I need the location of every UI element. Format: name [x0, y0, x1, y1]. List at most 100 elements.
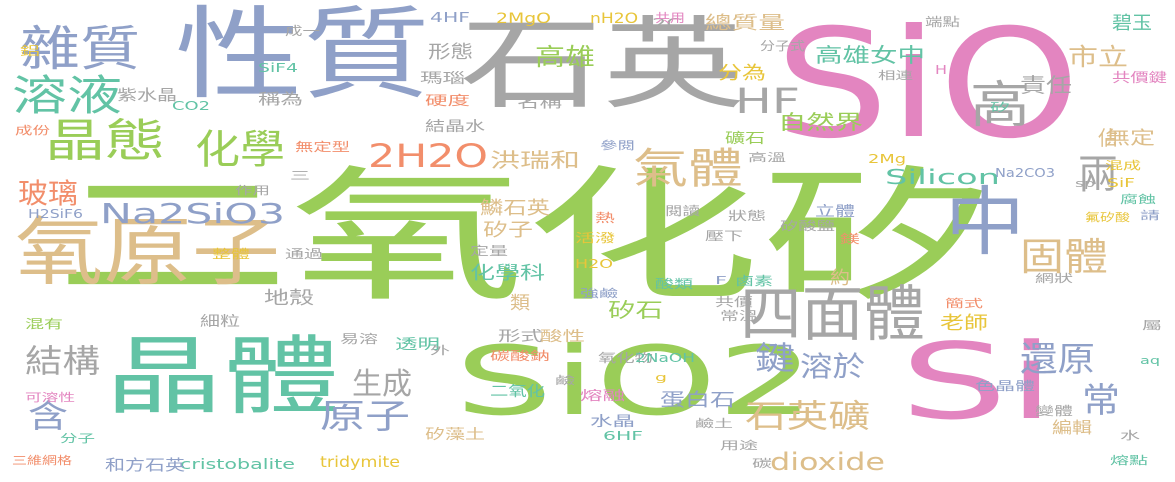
word-77: 熔融 — [580, 389, 626, 404]
word-114: 鹵素 — [735, 274, 773, 288]
word-27: 還原 — [1020, 340, 1096, 380]
word-41: 分為 — [718, 63, 766, 84]
word-40: 佔 — [1098, 126, 1118, 150]
word-112: 強鹼 — [580, 287, 618, 300]
word-136: 參閱 — [600, 139, 636, 152]
word-67: 細粒 — [200, 314, 241, 330]
word-52: 碧玉 — [1112, 13, 1152, 34]
word-134: g — [655, 371, 667, 384]
word-6: 晶體 — [105, 328, 340, 427]
word-57: 和方石英 — [105, 456, 186, 474]
word-83: nH2O — [590, 11, 639, 27]
word-80: SiF4 — [258, 61, 299, 75]
word-127: 水 — [1120, 429, 1140, 442]
word-17: 氣體 — [633, 144, 743, 193]
word-95: 混成 — [1105, 159, 1141, 172]
word-88: 分子式 — [760, 39, 805, 53]
word-129: 易溶 — [340, 332, 378, 346]
word-60: 編輯 — [1052, 418, 1092, 437]
word-31: 含 — [28, 397, 68, 435]
word-66: 地殼 — [264, 288, 315, 309]
word-75: 6HF — [603, 429, 644, 443]
word-118: 簡式 — [945, 297, 983, 310]
word-65: 結晶水 — [425, 119, 486, 135]
word-96: 腐蝕 — [1120, 193, 1156, 206]
word-144: 矽 — [990, 101, 1010, 114]
word-135: 混有 — [25, 317, 63, 331]
word-50: 矽子 — [483, 220, 534, 241]
word-103: 狀態 — [728, 209, 766, 223]
word-64: 名稱 — [517, 93, 562, 111]
word-122: 可溶性 — [25, 391, 75, 404]
word-69: 形式 — [498, 329, 543, 345]
word-133: 鹼 — [555, 374, 575, 387]
word-2: SiO — [775, 0, 1080, 172]
word-79: 無定型 — [295, 140, 350, 154]
word-87: 共用 — [655, 11, 685, 25]
word-70: 酸性 — [540, 329, 585, 345]
word-47: 類 — [510, 293, 530, 314]
word-138: 鋁 — [20, 44, 40, 58]
word-38: Silicon — [885, 165, 1001, 189]
word-107: 熱 — [595, 211, 615, 225]
word-22: Na2SiO3 — [100, 197, 286, 230]
word-139: 作用 — [235, 184, 271, 197]
word-76: 二氧化 — [490, 384, 546, 400]
word-68: 透明 — [395, 337, 440, 353]
word-141: 鹼土 — [695, 417, 733, 430]
word-73: 2NaOH — [635, 351, 696, 365]
word-142: 礦石 — [725, 131, 766, 147]
word-78: 硬度 — [425, 94, 471, 109]
word-36: 責任 — [1020, 73, 1072, 97]
word-84: 2C — [652, 17, 682, 32]
word-24: 生成 — [352, 367, 412, 402]
word-131: 屬 — [1142, 319, 1162, 332]
word-102: 矽酸鹽 — [780, 219, 835, 233]
word-115: 網狀 — [1035, 272, 1073, 285]
word-91: H — [935, 63, 948, 77]
word-7: SiO2 — [455, 327, 815, 437]
word-48: 矽石 — [608, 298, 663, 322]
word-97: sp — [1075, 177, 1095, 190]
word-4: 石英 — [460, 6, 745, 123]
word-128: 熔點 — [1110, 454, 1148, 467]
word-123: 分子 — [60, 432, 96, 445]
word-20: 固體 — [1020, 235, 1109, 279]
word-56: tridymite — [320, 453, 401, 471]
word-34: 高雄女中 — [815, 43, 925, 67]
word-137: 成份 — [15, 124, 51, 137]
word-82: 2MgO — [496, 11, 552, 27]
word-94: SiF — [1107, 176, 1136, 190]
word-104: 壓下 — [705, 229, 743, 243]
word-25: 鍵 — [755, 339, 795, 377]
word-126: 碳 — [752, 457, 772, 470]
word-58: 矽藻土 — [425, 427, 486, 443]
word-81: CO2 — [172, 99, 210, 113]
word-90: 相連 — [878, 69, 914, 82]
word-32: dioxide — [770, 448, 885, 476]
word-46: 化學科 — [470, 263, 546, 284]
word-59: 蛋白石 — [660, 390, 736, 411]
word-11: 雜質 — [20, 21, 141, 77]
word-63: 瑪瑙 — [420, 71, 465, 87]
word-39: 洪瑞和 — [490, 148, 580, 172]
word-106: 活潑 — [575, 231, 616, 245]
word-113: F — [715, 274, 727, 287]
word-10: 四面體 — [740, 280, 926, 350]
word-53: 立體 — [815, 204, 856, 220]
word-14: 化學 — [195, 127, 285, 173]
word-44: 無定 — [1105, 128, 1156, 149]
word-124: 三維網格 — [12, 454, 73, 467]
word-28: 常 — [1082, 381, 1121, 421]
word-37: 自然界 — [778, 110, 864, 134]
word-15: HF — [735, 82, 800, 122]
word-33: 高雄 — [535, 43, 595, 71]
word-109: 通過 — [285, 247, 323, 261]
word-105: 鎂 — [840, 232, 860, 246]
word-19: 兩 — [1078, 152, 1118, 198]
word-101: 閱讀 — [665, 204, 700, 218]
word-110: 定量 — [470, 244, 508, 258]
word-143: 高溫 — [748, 151, 786, 164]
word-42: 總質量 — [705, 13, 785, 34]
